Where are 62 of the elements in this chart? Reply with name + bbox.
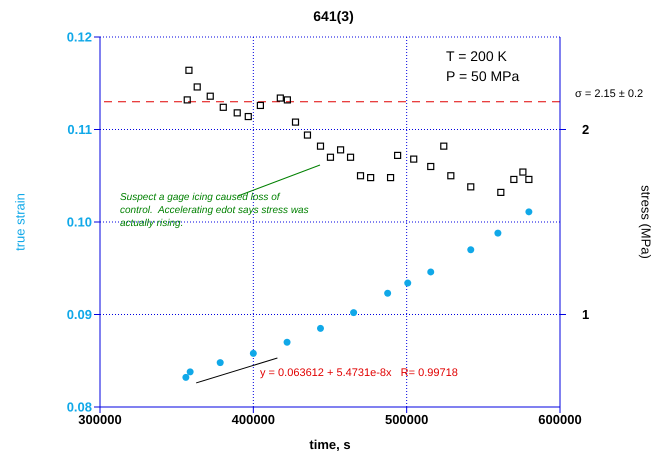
point: [250, 350, 257, 357]
chart-title: 641(3): [312, 8, 355, 24]
point: [336, 146, 344, 154]
point: [510, 176, 518, 184]
point: [326, 154, 334, 161]
point: [519, 168, 526, 176]
point: [316, 324, 324, 332]
x-axis-title: time, s: [309, 437, 351, 452]
x-tick-label: 300000: [78, 412, 122, 428]
point: [346, 154, 354, 161]
point: [367, 174, 374, 182]
point: [497, 188, 504, 196]
point: [182, 374, 190, 381]
point: [234, 109, 241, 116]
point: [525, 176, 532, 184]
y-tick-label: 0.08: [66, 400, 92, 415]
point: [356, 172, 364, 180]
point: [292, 118, 300, 126]
annotation: y = 0.063612 + 5.4731e-8x R= 0.99718: [260, 367, 458, 379]
point: [186, 368, 194, 376]
y-tick-label: 0.12: [66, 30, 92, 45]
y2-tick-label: 1: [582, 307, 590, 322]
point: [220, 104, 227, 111]
y2-tick-label: 2: [582, 122, 590, 138]
point: [185, 66, 193, 74]
annotation: P = 50 MPa: [446, 68, 520, 84]
point: [386, 174, 394, 182]
point: [206, 92, 214, 100]
y-axis-title: true strain: [12, 193, 28, 251]
annotation: T = 200 K: [446, 48, 507, 64]
y-tick-label: 0.09: [66, 307, 92, 322]
x-tick-label: 400000: [232, 412, 276, 428]
point: [467, 183, 474, 190]
point: [184, 96, 191, 104]
annotation: Suspect a gage icing caused loss of control. Accelerating edot says stress was actually rising.: [120, 191, 310, 230]
y-tick-label: 0.11: [67, 122, 92, 138]
point: [256, 102, 264, 110]
point: [410, 156, 418, 163]
point: [284, 96, 291, 104]
point: [427, 268, 434, 276]
x-tick-label: 500000: [384, 412, 428, 428]
point: [384, 290, 392, 297]
point: [304, 131, 312, 139]
point: [427, 162, 434, 170]
point: [194, 83, 201, 91]
point: [284, 338, 291, 346]
point: [404, 280, 412, 287]
point: [394, 152, 402, 159]
point: [350, 309, 358, 316]
y-tick-label: 0.10: [66, 214, 92, 230]
point: [276, 94, 284, 102]
x-tick-label: 600000: [538, 412, 582, 428]
point: [447, 172, 454, 180]
point: [494, 230, 502, 237]
point: [525, 208, 532, 216]
point: [440, 142, 448, 150]
y2-axis-title: stress (MPa): [638, 185, 654, 259]
ref-line-label: σ = 2.15 ± 0.2: [575, 88, 644, 100]
point: [244, 112, 252, 120]
point: [467, 246, 474, 254]
point: [316, 142, 324, 150]
point: [216, 359, 224, 366]
